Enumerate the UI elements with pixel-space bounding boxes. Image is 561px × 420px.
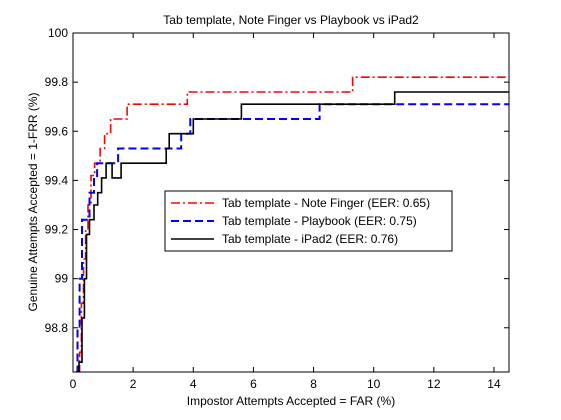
y-tick-label: 99.6 (45, 124, 69, 138)
y-tick-label: 99.2 (45, 223, 69, 237)
x-tick-label: 0 (70, 377, 77, 391)
x-tick-label: 2 (130, 377, 137, 391)
series-line-2 (76, 91, 509, 372)
x-tick-label: 12 (427, 377, 441, 391)
legend: Tab template - Note Finger (EER: 0.65) T… (164, 190, 453, 252)
x-axis-label: Impostor Attempts Accepted = FAR (%) (187, 394, 395, 408)
x-tick-label: 4 (190, 377, 197, 391)
y-tick-label: 100 (48, 26, 68, 40)
chart-title: Tab template, Note Finger vs Playbook vs… (163, 13, 419, 27)
legend-label-note-finger: Tab template - Note Finger (EER: 0.65) (222, 196, 430, 210)
y-tick-label: 99 (55, 272, 69, 286)
y-axis-label: Genuine Attempts Accepted = 1-FRR (%) (26, 92, 40, 311)
x-tick-label: 6 (250, 377, 257, 391)
axis-ticks: 0 2 4 6 8 10 12 14 98.8 99 99.2 99.4 99.6 99.8 100 (45, 26, 509, 391)
x-tick-label: 14 (487, 377, 501, 391)
y-tick-label: 98.8 (45, 321, 69, 335)
x-tick-label: 10 (367, 377, 381, 391)
legend-label-ipad2: Tab template - iPad2 (EER: 0.76) (222, 232, 398, 246)
plot-frame (72, 32, 510, 373)
y-tick-label: 99.4 (45, 173, 69, 187)
y-tick-label: 99.8 (45, 75, 69, 89)
x-tick-label: 8 (310, 377, 317, 391)
legend-label-playbook: Tab template - Playbook (EER: 0.75) (222, 214, 417, 228)
series-lines (76, 76, 509, 372)
